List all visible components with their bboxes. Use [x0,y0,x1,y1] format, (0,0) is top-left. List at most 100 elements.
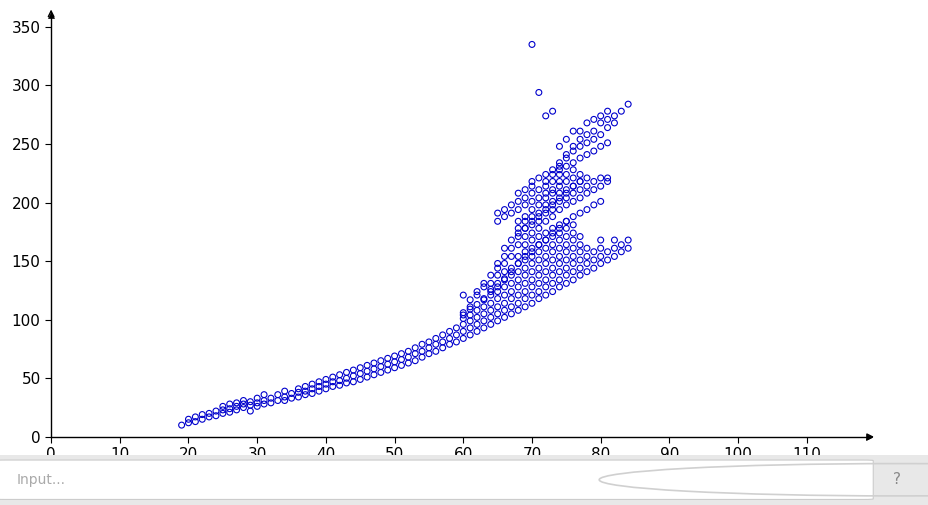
Point [428,347,443,356]
Point [264,399,278,407]
Point [496,260,511,268]
Point [236,400,251,408]
Point [551,283,566,291]
Point [483,313,497,321]
Point [195,415,210,423]
Point [551,189,566,197]
Point [353,364,367,372]
Point [510,260,525,268]
Point [606,112,621,120]
Point [456,327,470,335]
Point [517,241,532,249]
Point [524,213,539,221]
Point [517,271,532,279]
Point [476,324,491,332]
Point [586,115,600,123]
Point [510,206,525,214]
Point [551,224,566,232]
Point [531,224,546,232]
Point [517,248,532,256]
Point [496,244,511,252]
Point [524,283,539,291]
Point [476,303,491,311]
Point [290,385,305,393]
Point [428,340,443,348]
Point [517,224,532,232]
Point [339,374,354,382]
Point [367,359,381,367]
Point [421,349,436,358]
Point [290,393,305,401]
Point [462,303,477,311]
Point [325,373,340,381]
Point [367,371,381,379]
Point [503,287,518,295]
Point [462,331,477,339]
Point [524,260,539,268]
Point [380,355,394,363]
Point [572,264,586,272]
Point [613,241,628,249]
Point [236,396,251,405]
Point [483,287,497,295]
Point [551,194,566,202]
Point [565,221,580,229]
Point [510,268,525,276]
Point [462,311,477,319]
Point [551,170,566,178]
Point [559,264,574,272]
Point [565,276,580,284]
Point [565,182,580,190]
Point [339,368,354,376]
Point [510,299,525,308]
Point [565,174,580,182]
Point [537,260,552,268]
Point [277,387,291,395]
Point [517,252,532,261]
Point [496,306,511,314]
Point [407,349,422,358]
Point [537,217,552,225]
Point [490,264,505,272]
Point [586,147,600,155]
Point [510,306,525,314]
Point [524,276,539,284]
Point [613,107,628,115]
Point [229,406,244,414]
Point [414,347,429,356]
Point [483,320,497,328]
Point [517,217,532,225]
Point [517,264,532,272]
Point [620,244,635,252]
Point [496,299,511,308]
Point [250,399,264,407]
Point [545,287,560,295]
Point [476,294,491,302]
Point [545,186,560,194]
Point [456,291,470,299]
Point [332,381,347,389]
Point [373,368,388,376]
Point [503,310,518,318]
Point [559,194,574,202]
Point [270,396,285,405]
Point [483,285,497,293]
Point [510,224,525,232]
Point [517,224,532,232]
Point [537,177,552,185]
Point [490,303,505,311]
Point [537,236,552,244]
Point [469,320,483,328]
Point [586,177,600,185]
Point [524,248,539,256]
Point [510,241,525,249]
Point [579,139,594,147]
Point [524,182,539,190]
Point [545,256,560,264]
Point [483,306,497,314]
Point [565,127,580,135]
Point [517,303,532,311]
Point [490,279,505,287]
Point [620,236,635,244]
Point [565,213,580,221]
